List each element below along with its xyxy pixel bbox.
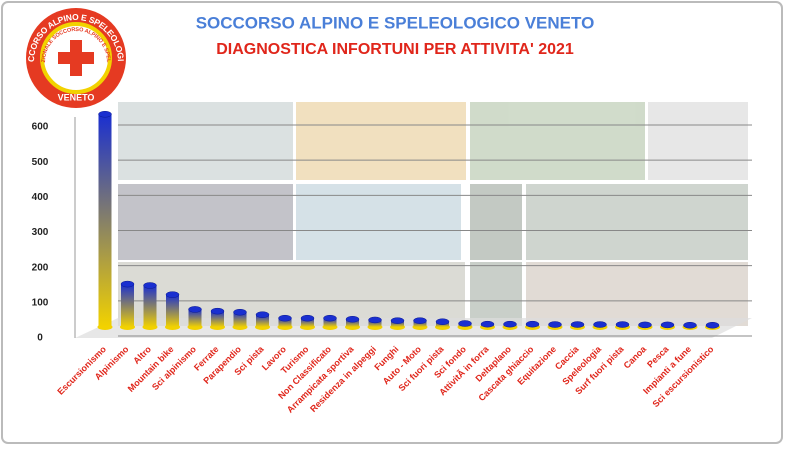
bar: [301, 318, 314, 327]
bar-top: [120, 280, 135, 288]
y-tick-label: 0: [37, 333, 43, 344]
bar-top: [705, 321, 720, 329]
bar-top: [143, 282, 157, 289]
bar-top: [548, 321, 562, 328]
y-tick-label: 100: [32, 297, 49, 308]
bar-top: [300, 314, 315, 322]
bar-top: [98, 110, 112, 118]
bar: [346, 319, 359, 327]
bar-top: [570, 321, 585, 328]
bar: [98, 114, 112, 327]
bar: [256, 314, 269, 327]
bar-top: [345, 316, 360, 323]
bar-top: [638, 321, 652, 329]
bar: [166, 294, 179, 327]
bar: [278, 318, 292, 327]
bar-top: [435, 318, 450, 325]
bar: [368, 319, 382, 327]
bar-top: [458, 320, 472, 327]
chart-title: SOCCORSO ALPINO E SPELEOLOGICO VENETO: [196, 13, 595, 32]
y-tick-label: 200: [32, 262, 49, 273]
bar-top: [480, 320, 495, 328]
bar-top: [683, 321, 697, 329]
y-tick-label: 400: [32, 192, 49, 203]
y-tick-label: 500: [32, 157, 49, 168]
bar-top: [390, 317, 405, 324]
bar-top: [413, 317, 427, 324]
bar-top: [188, 306, 202, 313]
bar: [323, 318, 337, 327]
photo-collage: [118, 102, 748, 326]
chart-subtitle: DIAGNOSTICA INFORTUNI PER ATTIVITA' 2021: [216, 41, 574, 58]
y-tick-label: 600: [32, 122, 49, 133]
bar: [211, 311, 224, 327]
y-tick-label: 300: [32, 227, 49, 238]
bar-top: [255, 311, 270, 318]
bar-top: [615, 321, 630, 328]
bar-top: [593, 321, 607, 328]
bar-top: [368, 316, 382, 324]
bar-top: [323, 314, 337, 322]
bar: [233, 312, 247, 327]
bar: [188, 309, 202, 327]
bar-top: [503, 320, 517, 328]
bar: [143, 285, 157, 327]
bar-top: [165, 291, 180, 298]
bar-top: [210, 307, 225, 315]
bar-top: [525, 320, 540, 328]
bar-top: [278, 314, 292, 322]
logo-bottom-text: VENETO: [58, 92, 95, 102]
bar-top: [233, 308, 247, 316]
bar: [121, 284, 134, 327]
bar-top: [660, 321, 675, 329]
